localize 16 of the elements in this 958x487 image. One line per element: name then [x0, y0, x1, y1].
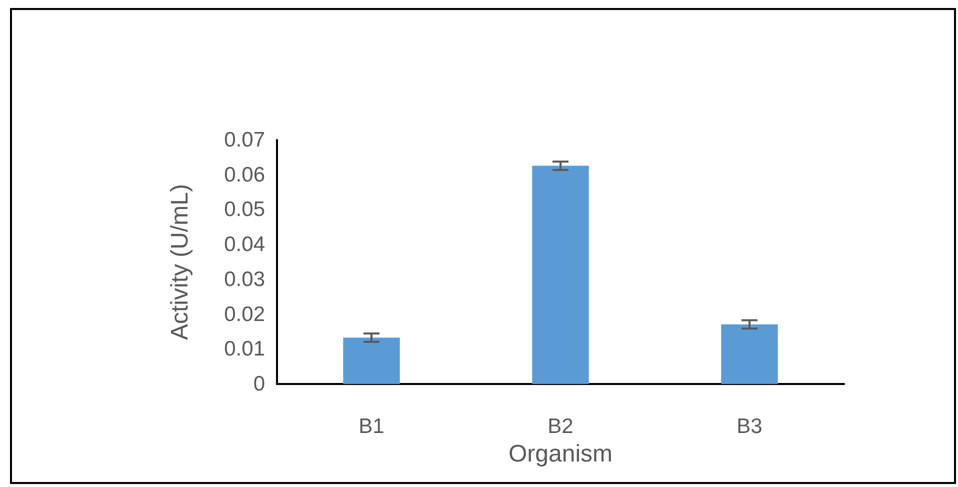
bar [343, 338, 400, 384]
y-tick-label: 0.02 [224, 302, 265, 326]
y-tick-label: 0.03 [224, 268, 265, 291]
x-axis-title: Organism [508, 440, 613, 468]
y-tick-label: 0.01 [224, 338, 265, 361]
x-tick-label: B2 [548, 415, 574, 438]
y-tick-label: 0.04 [224, 233, 266, 256]
y-axis-title: Activity (U/mL) [166, 184, 194, 340]
y-tick-label: 0 [253, 372, 265, 396]
y-tick-label: 0.06 [224, 163, 265, 186]
bar [532, 166, 589, 384]
bar [721, 324, 778, 384]
y-tick-label: 0.05 [224, 198, 265, 222]
y-tick-label: 0.07 [224, 128, 265, 152]
x-tick-label: B1 [358, 415, 384, 438]
x-tick-label: B3 [736, 415, 762, 438]
